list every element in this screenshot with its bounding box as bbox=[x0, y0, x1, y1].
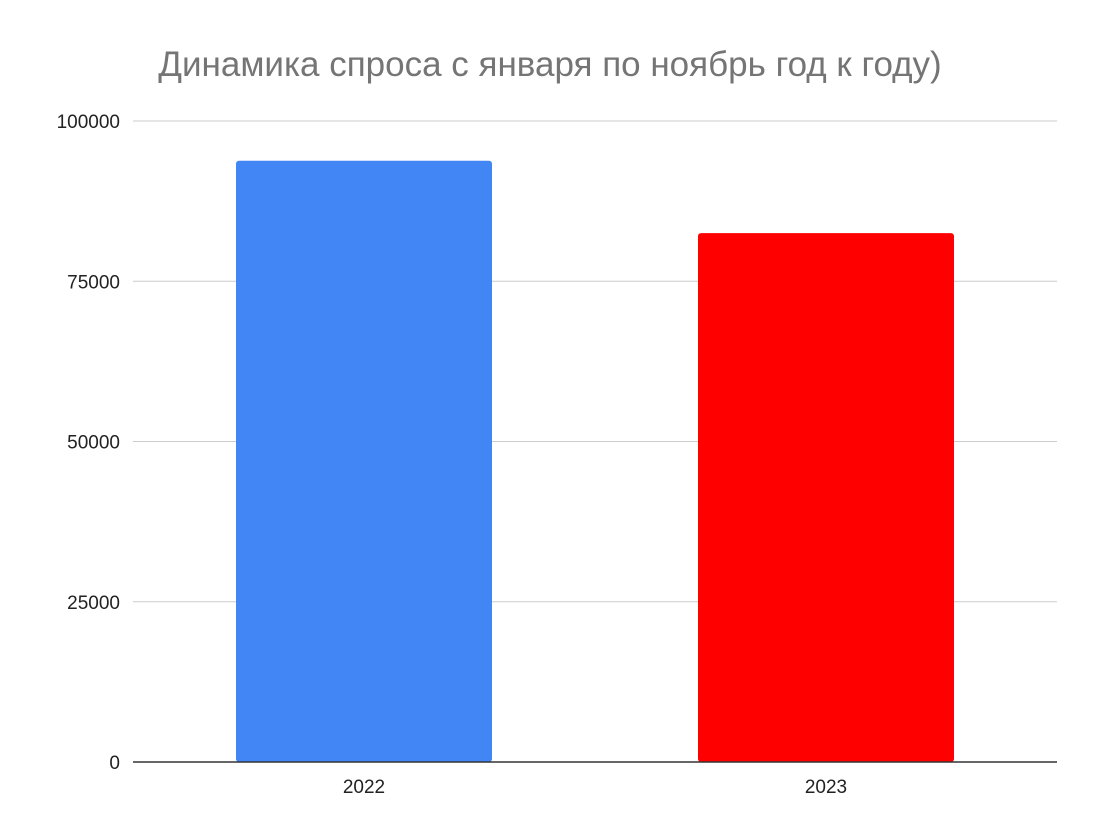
bar-2023 bbox=[698, 233, 954, 763]
y-tick-label: 0 bbox=[109, 753, 120, 774]
y-tick-label: 25000 bbox=[67, 593, 120, 614]
bar-2022 bbox=[236, 160, 492, 762]
x-tick-label: 2022 bbox=[343, 777, 385, 798]
chart-title: Динамика спроса с января по ноябрь год к… bbox=[158, 45, 941, 84]
y-tick-label: 50000 bbox=[67, 433, 120, 454]
y-tick-label: 75000 bbox=[67, 272, 120, 293]
y-tick-label: 100000 bbox=[57, 112, 120, 133]
x-tick-label: 2023 bbox=[805, 777, 847, 798]
